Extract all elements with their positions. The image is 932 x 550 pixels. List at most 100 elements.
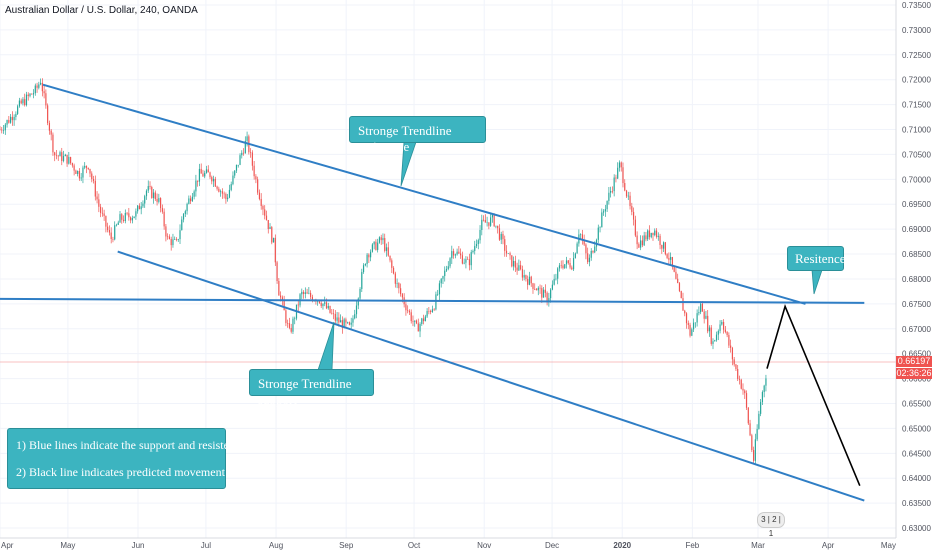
candle-body — [304, 292, 306, 294]
x-tick-label: May — [60, 541, 75, 550]
candle-body — [78, 170, 81, 179]
candle-body — [719, 324, 721, 331]
candle-body — [569, 263, 571, 268]
y-tick-label: 0.64500 — [902, 449, 931, 458]
candle-body — [147, 186, 149, 191]
candle-body — [488, 222, 490, 226]
candle-body — [163, 211, 165, 227]
resistance-trendline-label: Stronge Trendline resistence — [358, 123, 452, 154]
candle-body — [493, 214, 495, 227]
candle-body — [357, 298, 359, 306]
candle-body — [553, 278, 555, 285]
candle-body — [433, 309, 435, 310]
candle-body — [354, 314, 356, 319]
x-tick-label: Jun — [132, 541, 145, 550]
candle-body — [87, 167, 89, 169]
candle-body — [511, 255, 513, 267]
candle-body — [728, 335, 730, 346]
candle-body — [424, 316, 426, 322]
candle-body — [165, 226, 167, 237]
candle-body — [705, 315, 707, 319]
y-tick-label: 0.65500 — [902, 400, 931, 409]
candle-body — [154, 192, 156, 200]
candle-body — [610, 190, 612, 193]
candle-body — [98, 199, 100, 207]
candle-body — [733, 359, 735, 365]
candle-body — [525, 275, 527, 280]
horizontal-resistance-callout[interactable]: Resitence — [787, 246, 846, 271]
candle-body — [237, 164, 239, 166]
support-trendline-label: Stronge Trendline support — [258, 376, 352, 407]
candle-body — [655, 230, 658, 237]
candle-body — [214, 178, 216, 187]
y-tick-label: 0.67000 — [902, 325, 931, 334]
candle-body — [133, 216, 135, 219]
support-trendline-callout[interactable]: Stronge Trendline support — [249, 369, 374, 407]
candle-body — [257, 179, 259, 193]
candle-body — [662, 242, 665, 249]
candle-body — [394, 273, 396, 284]
candle-body — [689, 324, 691, 336]
candle-body — [415, 320, 418, 324]
candle-body — [738, 378, 741, 380]
candle-body — [385, 247, 388, 251]
candle-body — [332, 313, 335, 315]
candle-body — [362, 265, 365, 273]
candle-body — [112, 239, 114, 240]
candle-body — [544, 289, 546, 293]
candle-body — [509, 253, 511, 256]
candle-body — [355, 305, 358, 315]
candle-body — [292, 318, 294, 332]
candle-body — [468, 259, 471, 266]
resistance-trendline-callout[interactable]: Stronge Trendline resistence — [349, 116, 486, 154]
candle-body — [761, 392, 764, 403]
candle-body — [456, 251, 458, 255]
y-tick-label: 0.72000 — [902, 76, 931, 85]
candle-body — [387, 247, 389, 256]
candle-body — [760, 402, 762, 414]
candle-body — [221, 191, 223, 194]
candle-body — [110, 232, 112, 240]
candle-body — [1, 129, 3, 131]
candle-body — [325, 302, 328, 309]
candle-body — [682, 298, 684, 311]
candle-body — [763, 385, 765, 393]
candle-body — [297, 304, 299, 306]
resistance-channel-top-line[interactable] — [42, 83, 806, 305]
candle-body — [283, 300, 285, 311]
candle-body — [507, 253, 509, 254]
candle-body — [181, 219, 183, 231]
candle-body — [765, 378, 767, 386]
candle-body — [673, 266, 675, 272]
candle-body — [449, 258, 451, 267]
candle-body — [715, 334, 718, 341]
y-tick-label: 0.64000 — [902, 474, 931, 483]
candle-body — [280, 295, 282, 298]
economic-events-badge[interactable]: 3 | 2 | 1 — [757, 512, 785, 538]
candle-body — [27, 94, 29, 97]
candle-body — [562, 265, 564, 269]
candle-body — [601, 212, 603, 228]
candle-body — [477, 240, 479, 245]
candle-body — [527, 279, 529, 285]
predicted-movement-line[interactable] — [766, 303, 861, 487]
candle-body — [82, 167, 84, 178]
candle-body — [698, 312, 700, 314]
candle-body — [440, 278, 442, 284]
legend-note-box[interactable]: 1) Blue lines indicate the support and r… — [7, 428, 246, 489]
candle-body — [265, 215, 268, 221]
candle-body — [498, 228, 501, 240]
candle-body — [285, 310, 287, 324]
candle-body — [205, 169, 208, 173]
candle-body — [722, 321, 725, 330]
candle-body — [234, 170, 236, 176]
candle-body — [752, 450, 755, 461]
support-channel-bottom-line[interactable] — [117, 250, 865, 502]
candle-body — [84, 165, 86, 168]
candle-body — [592, 250, 594, 253]
candle-body — [497, 225, 499, 229]
candle-body — [306, 292, 308, 294]
candle-body — [574, 253, 576, 258]
candle-body — [375, 241, 377, 250]
horizontal-resistance-line[interactable] — [0, 297, 865, 304]
